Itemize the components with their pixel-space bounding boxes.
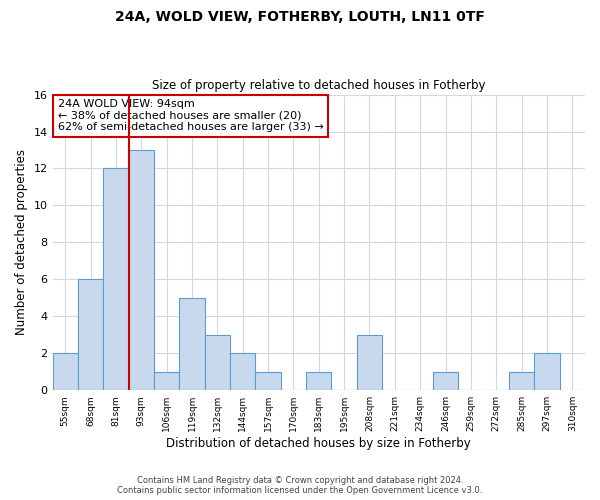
Bar: [128, 150, 154, 390]
Bar: [230, 354, 256, 390]
Y-axis label: Number of detached properties: Number of detached properties: [15, 150, 28, 336]
Bar: [53, 354, 78, 390]
Bar: [357, 335, 382, 390]
Bar: [179, 298, 205, 390]
Bar: [509, 372, 534, 390]
Bar: [534, 354, 560, 390]
Bar: [205, 335, 230, 390]
Bar: [256, 372, 281, 390]
Text: 24A, WOLD VIEW, FOTHERBY, LOUTH, LN11 0TF: 24A, WOLD VIEW, FOTHERBY, LOUTH, LN11 0T…: [115, 10, 485, 24]
Title: Size of property relative to detached houses in Fotherby: Size of property relative to detached ho…: [152, 79, 485, 92]
Text: Contains HM Land Registry data © Crown copyright and database right 2024.
Contai: Contains HM Land Registry data © Crown c…: [118, 476, 482, 495]
Bar: [306, 372, 331, 390]
Text: 24A WOLD VIEW: 94sqm
← 38% of detached houses are smaller (20)
62% of semi-detac: 24A WOLD VIEW: 94sqm ← 38% of detached h…: [58, 99, 323, 132]
Bar: [78, 280, 103, 390]
X-axis label: Distribution of detached houses by size in Fotherby: Distribution of detached houses by size …: [166, 437, 471, 450]
Bar: [433, 372, 458, 390]
Bar: [154, 372, 179, 390]
Bar: [103, 168, 128, 390]
